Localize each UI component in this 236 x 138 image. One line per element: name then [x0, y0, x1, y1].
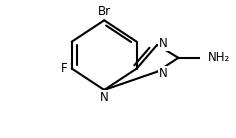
- Text: N: N: [100, 91, 109, 104]
- Text: Br: Br: [98, 5, 111, 18]
- Text: N: N: [159, 67, 168, 80]
- Text: NH₂: NH₂: [208, 51, 230, 64]
- Text: N: N: [159, 37, 168, 50]
- Text: F: F: [60, 62, 67, 75]
